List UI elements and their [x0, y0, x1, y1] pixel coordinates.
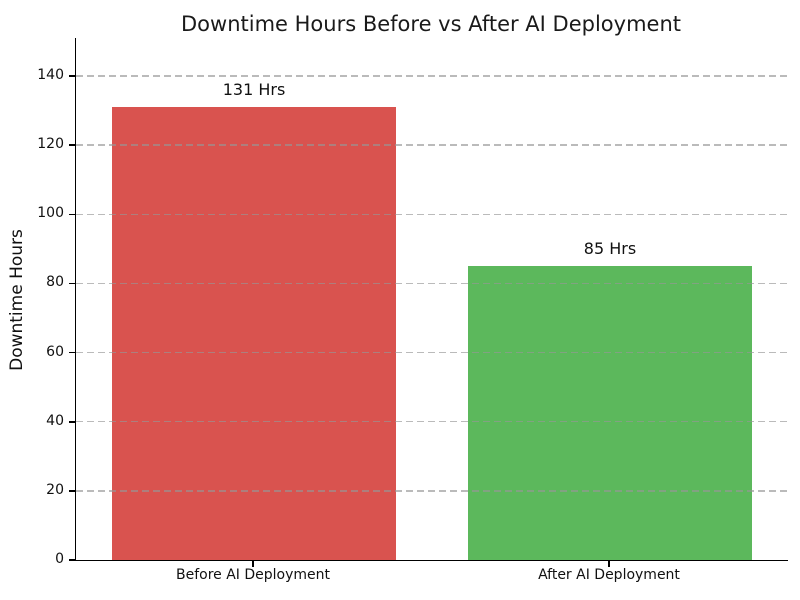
- x-tick-label-before-ai-deployment: Before AI Deployment: [175, 567, 330, 583]
- y-tick-mark: [69, 490, 75, 492]
- y-tick-label-80: 80: [46, 274, 64, 291]
- y-tick-mark: [69, 144, 75, 146]
- bar-value-label-after-ai-deployment: 85 Hrs: [583, 239, 637, 259]
- gridline-y-60: [76, 351, 788, 354]
- gridline-y-20: [76, 490, 788, 492]
- gridline-y-100: [76, 213, 788, 215]
- gridline-y-80: [76, 282, 788, 285]
- y-tick-mark: [69, 282, 75, 285]
- x-tick-label-after-ai-deployment: After AI Deployment: [538, 567, 680, 583]
- gridline-y-40: [76, 421, 788, 423]
- y-tick-label-0: 0: [55, 551, 64, 567]
- gridline-y-120: [76, 144, 788, 146]
- x-tick-mark: [608, 561, 610, 567]
- bar-before-ai-deployment: [111, 107, 397, 560]
- gridline-y-140: [76, 75, 788, 77]
- plot-area: 131 Hrs 85 Hrs: [75, 38, 788, 561]
- y-tick-mark: [69, 559, 75, 561]
- x-tick-mark: [252, 561, 254, 567]
- y-tick-label-120: 120: [37, 136, 64, 153]
- y-tick-label-20: 20: [46, 481, 64, 498]
- chart-title: Downtime Hours Before vs After AI Deploy…: [181, 12, 681, 36]
- bar-value-label-before-ai-deployment: 131 Hrs: [222, 80, 286, 100]
- y-tick-label-40: 40: [46, 412, 64, 429]
- y-tick-mark: [69, 213, 75, 216]
- y-tick-label-60: 60: [46, 343, 64, 360]
- bar-after-ai-deployment: [467, 266, 753, 560]
- y-tick-mark: [69, 351, 75, 354]
- y-tick-label-100: 100: [37, 205, 64, 222]
- y-tick-mark: [69, 420, 75, 423]
- y-tick-label-140: 140: [37, 67, 64, 84]
- y-tick-mark: [69, 75, 75, 77]
